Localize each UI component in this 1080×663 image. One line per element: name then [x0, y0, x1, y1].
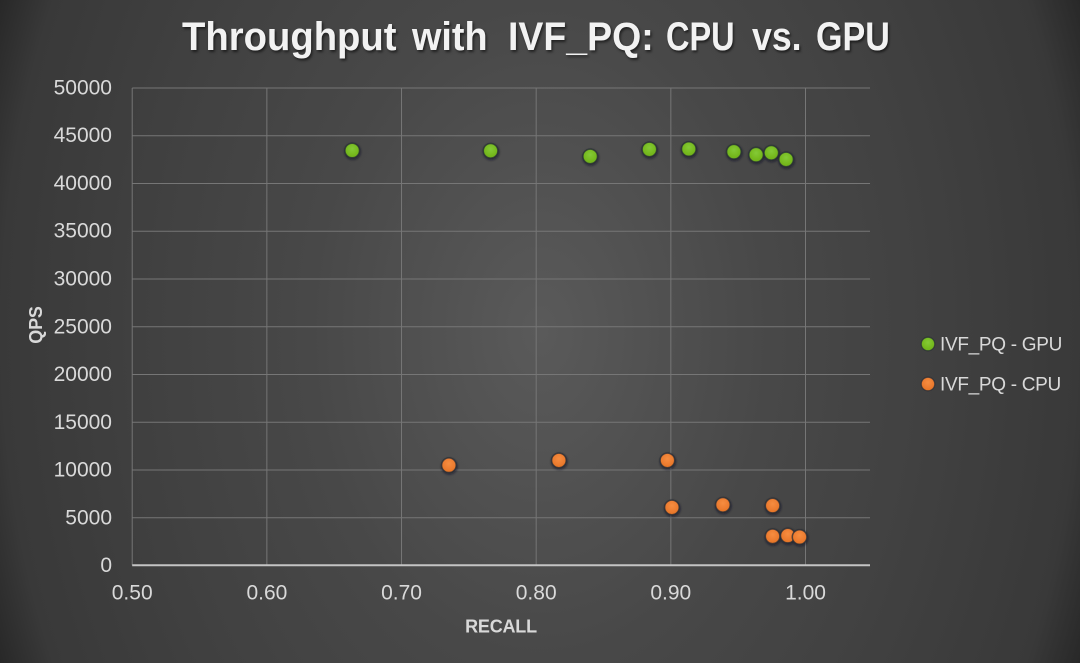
svg-text:50000: 50000 [54, 77, 112, 100]
svg-text:25000: 25000 [54, 315, 112, 338]
svg-text:0.80: 0.80 [516, 581, 557, 604]
svg-text:QPS: QPS [26, 306, 46, 344]
svg-text:40000: 40000 [54, 172, 112, 195]
svg-text:0.50: 0.50 [112, 581, 153, 604]
svg-text:0.60: 0.60 [246, 581, 287, 604]
svg-text:1.00: 1.00 [785, 581, 826, 604]
svg-text:30000: 30000 [54, 268, 112, 291]
svg-text:0.70: 0.70 [381, 581, 422, 604]
svg-text:15000: 15000 [54, 411, 112, 434]
svg-text:45000: 45000 [54, 124, 112, 147]
svg-text:20000: 20000 [54, 363, 112, 386]
svg-text:0.90: 0.90 [650, 581, 691, 604]
svg-text:IVF_PQ - CPU: IVF_PQ - CPU [940, 375, 1061, 396]
svg-text:RECALL: RECALL [465, 617, 537, 637]
svg-text:10000: 10000 [54, 459, 112, 482]
svg-text:5000: 5000 [65, 506, 112, 529]
svg-text:35000: 35000 [54, 220, 112, 243]
svg-text:IVF_PQ - GPU: IVF_PQ - GPU [940, 335, 1062, 356]
svg-text:0: 0 [100, 554, 112, 577]
